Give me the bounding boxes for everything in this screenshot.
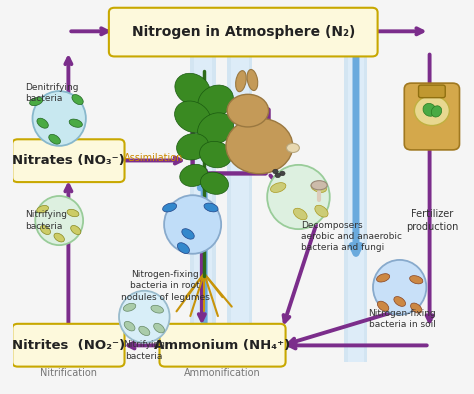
Ellipse shape [139, 326, 150, 336]
FancyBboxPatch shape [12, 324, 125, 366]
Ellipse shape [123, 303, 136, 311]
Ellipse shape [49, 134, 60, 144]
Ellipse shape [227, 94, 269, 127]
Text: Decomposers
aerobic and anaerobic
bacteria and fungi: Decomposers aerobic and anaerobic bacter… [301, 221, 402, 253]
Circle shape [414, 96, 449, 126]
Ellipse shape [410, 276, 423, 284]
Ellipse shape [410, 303, 422, 313]
Text: Nitrifying
bacteria: Nitrifying bacteria [25, 210, 67, 231]
Text: Denitrifying
bacteria: Denitrifying bacteria [25, 83, 78, 103]
Circle shape [275, 173, 281, 178]
Ellipse shape [124, 322, 135, 331]
FancyBboxPatch shape [159, 324, 285, 366]
Ellipse shape [174, 101, 210, 133]
Ellipse shape [315, 205, 328, 217]
Ellipse shape [163, 203, 177, 212]
Ellipse shape [226, 118, 293, 174]
Text: Nitrogen-fixing
bacteria in soil: Nitrogen-fixing bacteria in soil [368, 309, 436, 329]
Ellipse shape [394, 297, 406, 307]
Ellipse shape [37, 205, 48, 213]
Bar [227, 44, 253, 362]
Text: Nitrification: Nitrification [40, 368, 97, 378]
Text: Nitrifying
bacteria: Nitrifying bacteria [123, 340, 165, 361]
Ellipse shape [33, 91, 86, 146]
Ellipse shape [377, 301, 389, 311]
Ellipse shape [69, 119, 82, 127]
Text: Nitrates (NO₃⁻): Nitrates (NO₃⁻) [12, 154, 125, 167]
Ellipse shape [54, 233, 64, 242]
Ellipse shape [200, 141, 232, 168]
Text: Ammonium (NH₄⁺): Ammonium (NH₄⁺) [155, 339, 291, 352]
Ellipse shape [293, 208, 307, 220]
Ellipse shape [175, 73, 210, 106]
Ellipse shape [286, 143, 300, 152]
Text: Nitrogen in Atmosphere (N₂): Nitrogen in Atmosphere (N₂) [132, 25, 355, 39]
Ellipse shape [271, 183, 286, 192]
Ellipse shape [67, 209, 79, 217]
Ellipse shape [37, 118, 48, 128]
Bar [194, 44, 212, 362]
Ellipse shape [247, 69, 258, 91]
Ellipse shape [236, 71, 246, 92]
Ellipse shape [201, 172, 228, 194]
Ellipse shape [311, 183, 327, 192]
Ellipse shape [198, 113, 234, 145]
Ellipse shape [373, 260, 427, 315]
Ellipse shape [431, 106, 442, 117]
Bar [345, 44, 367, 362]
Ellipse shape [164, 195, 221, 254]
Circle shape [273, 169, 278, 174]
FancyBboxPatch shape [109, 8, 378, 56]
Ellipse shape [267, 165, 330, 229]
FancyBboxPatch shape [404, 83, 459, 150]
Ellipse shape [182, 229, 194, 239]
Ellipse shape [180, 164, 208, 186]
Text: Nitrogen-fixing
bacteria in root
nodules of legumes: Nitrogen-fixing bacteria in root nodules… [120, 269, 210, 301]
Ellipse shape [311, 181, 327, 190]
Ellipse shape [204, 203, 218, 212]
Ellipse shape [71, 225, 81, 234]
Bar [348, 44, 364, 362]
Ellipse shape [30, 97, 43, 106]
Ellipse shape [119, 291, 170, 343]
Ellipse shape [177, 134, 209, 160]
Text: Nitrites  (NO₂⁻): Nitrites (NO₂⁻) [12, 339, 125, 352]
Ellipse shape [198, 85, 233, 117]
Text: Fertilizer
production: Fertilizer production [406, 209, 458, 232]
Bar [191, 44, 216, 362]
Ellipse shape [423, 104, 436, 116]
Ellipse shape [35, 196, 83, 245]
Ellipse shape [151, 305, 164, 313]
Ellipse shape [177, 243, 190, 253]
Ellipse shape [154, 323, 164, 333]
Bar [231, 44, 249, 362]
Ellipse shape [376, 274, 390, 282]
FancyBboxPatch shape [419, 85, 445, 98]
Circle shape [280, 171, 285, 176]
Text: Assimilation: Assimilation [124, 153, 183, 163]
FancyBboxPatch shape [12, 139, 125, 182]
Ellipse shape [72, 95, 83, 105]
Text: Ammonification: Ammonification [184, 368, 261, 378]
Ellipse shape [40, 225, 51, 234]
